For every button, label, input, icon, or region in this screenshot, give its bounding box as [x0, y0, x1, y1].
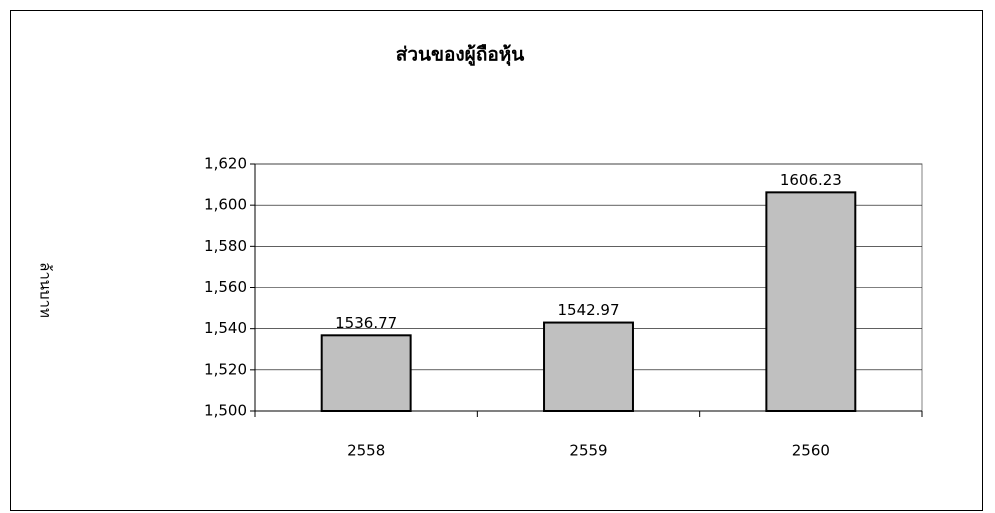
y-tick-label: 1,560	[204, 278, 247, 296]
bar	[320, 334, 412, 413]
data-label: 1536.77	[335, 314, 397, 332]
data-label: 1542.97	[557, 301, 619, 319]
data-label: 1606.23	[780, 171, 842, 189]
x-tick-label: 2559	[569, 442, 607, 460]
y-tick-label: 1,520	[204, 360, 247, 378]
y-tick-label: 1,580	[204, 237, 247, 255]
y-tick-label: 1,620	[204, 155, 247, 173]
x-tick-label: 2560	[792, 442, 830, 460]
bar	[543, 321, 634, 412]
x-tick-label: 2558	[347, 442, 385, 460]
y-tick-label: 1,500	[204, 402, 247, 420]
y-tick-label: 1,540	[204, 319, 247, 337]
chart-title: ส่วนของผู้ถือหุ้น	[396, 44, 525, 67]
y-tick-label: 1,600	[204, 196, 247, 214]
y-axis-label: ล้านบาท	[37, 262, 55, 318]
bar	[765, 191, 857, 412]
